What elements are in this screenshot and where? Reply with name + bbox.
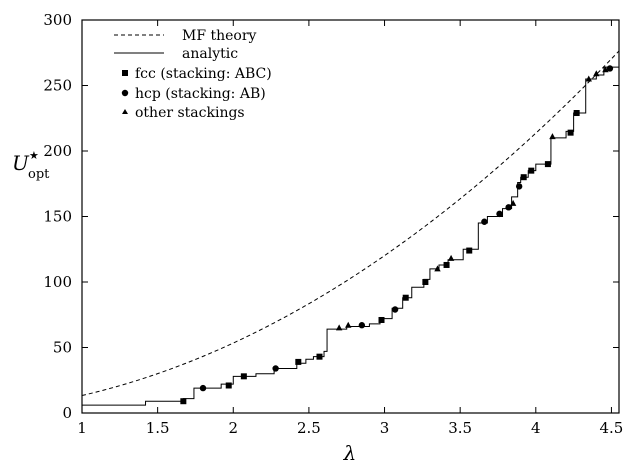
hcp-data-point: [358, 322, 366, 329]
fcc-data-point: [520, 174, 527, 181]
y-tick-label: 0: [62, 404, 72, 422]
legend-hcp-label: hcp (stacking: AB): [135, 86, 266, 102]
other-stacking-data-point: [585, 75, 592, 82]
y-tick-label: 200: [43, 142, 72, 160]
fcc-data-point: [316, 353, 323, 360]
fcc-data-point: [528, 167, 535, 174]
y-tick-label: 100: [43, 273, 72, 291]
legend-fcc-label: fcc (stacking: ABC): [135, 66, 272, 82]
mf-theory-curve: [81, 50, 620, 396]
y-axis-label-main: U: [12, 151, 30, 175]
legend-analytic-label: analytic: [182, 46, 238, 62]
fcc-data-point: [443, 261, 450, 268]
legend-other-stackings-label: other stackings: [135, 105, 245, 121]
fcc-data-point: [402, 294, 409, 301]
other-stacking-data-point: [509, 199, 517, 206]
other-stacking-data-point: [549, 133, 556, 140]
fcc-data-point: [466, 247, 473, 254]
y-tick-label: 150: [43, 208, 72, 226]
legend-other-stackings-marker: [122, 109, 128, 114]
y-tick-label: 50: [53, 339, 72, 357]
hcp-data-point: [515, 183, 523, 190]
other-stacking-data-point: [447, 254, 455, 261]
fcc-data-point: [378, 316, 385, 323]
x-tick-label: 4: [531, 419, 541, 437]
fcc-data-point: [225, 382, 232, 389]
hcp-data-point: [391, 306, 399, 313]
hcp-data-point: [199, 384, 207, 392]
legend: MF theory analytic fcc (stacking: ABC) h…: [114, 28, 272, 121]
hcp-data-point: [272, 365, 279, 372]
x-tick-label: 4.5: [600, 419, 624, 437]
x-tick-label: 1.5: [146, 419, 170, 437]
hcp-data-point: [496, 210, 503, 218]
legend-fcc-marker: [122, 70, 128, 76]
fcc-data-point: [295, 358, 302, 365]
fcc-data-point: [240, 373, 247, 380]
fcc-data-point: [544, 161, 551, 168]
y-tick-label: 250: [43, 77, 72, 95]
legend-mf-theory-label: MF theory: [182, 28, 257, 44]
x-tick-label: 2: [228, 419, 238, 437]
legend-hcp-marker: [121, 89, 129, 97]
x-axis-label: λ: [343, 441, 357, 463]
other-stacking-data-point: [335, 324, 343, 331]
hcp-data-point: [606, 65, 614, 72]
hcp-data-point: [481, 218, 488, 225]
x-tick-label: 3.5: [448, 419, 472, 437]
fcc-data-point: [422, 279, 429, 285]
x-tick-label: 1: [77, 419, 87, 437]
x-tick-label: 3: [380, 419, 390, 437]
plot-layer: [81, 50, 620, 406]
fcc-data-point: [180, 398, 187, 405]
other-stacking-data-point: [602, 66, 609, 73]
y-axis-label-superscript: ★: [29, 149, 39, 162]
y-tick-label: 300: [43, 11, 72, 29]
y-axis-label: U: [12, 151, 30, 175]
x-tick-label: 2.5: [297, 419, 321, 437]
other-stacking-data-point: [434, 265, 441, 272]
other-stacking-data-point: [345, 321, 352, 328]
y-axis-label-subscript: opt: [28, 167, 50, 182]
fcc-data-point: [567, 129, 574, 136]
fcc-data-point: [573, 110, 580, 117]
ticks-layer: 1 1.5 2 2.5 3 3.5 4 4.5 0 50 100 150 200 250 300: [43, 11, 623, 437]
other-stacking-data-point: [593, 70, 600, 77]
